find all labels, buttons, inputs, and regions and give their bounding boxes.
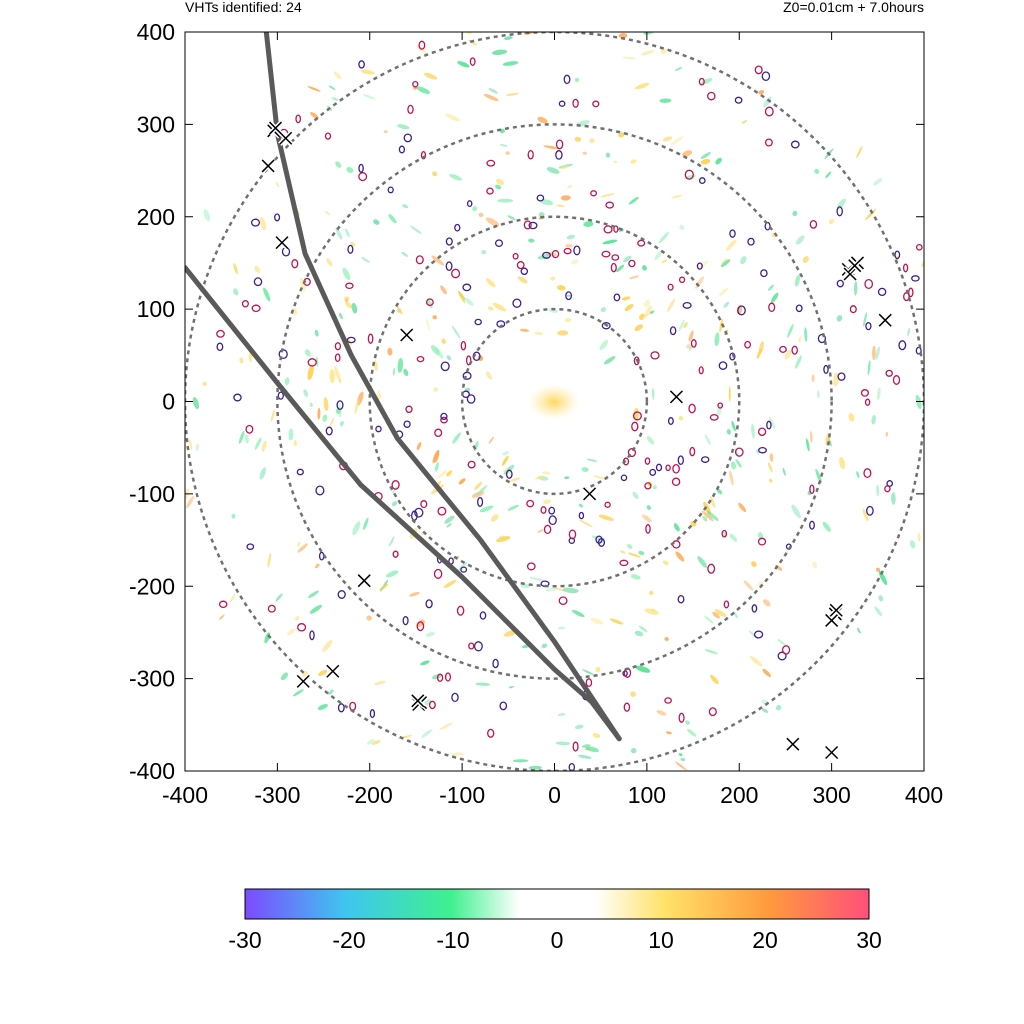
vht-marker (356, 573, 372, 589)
vht-marker (260, 158, 276, 174)
colorbar-tick-label: -20 (332, 927, 365, 953)
vht-marker (828, 602, 844, 618)
vht-marker (325, 663, 341, 679)
colorbar: -30 -20 -10 0 10 20 30 (228, 888, 882, 953)
vht-marker (785, 736, 801, 752)
range-ring (368, 215, 741, 588)
storm-track (185, 265, 622, 742)
y-tick-label: 100 (137, 296, 175, 322)
vht-marker (582, 486, 598, 502)
x-tick-label: -100 (439, 782, 485, 808)
y-tick-label: -300 (129, 666, 175, 692)
y-tick-label: 0 (162, 389, 175, 415)
vht-marker (668, 389, 685, 405)
vht-marker (295, 673, 311, 689)
center-field (528, 384, 580, 420)
x-tick-label: 0 (548, 782, 561, 808)
y-tick-label: -200 (129, 573, 175, 599)
x-tick-label: -300 (254, 782, 300, 808)
x-tick-label: 400 (905, 782, 943, 808)
colorbar-gradient (244, 888, 870, 920)
vht-marker (877, 312, 893, 328)
vht-marker (278, 130, 294, 146)
field-speckles (185, 32, 924, 771)
x-tick-label: 300 (812, 782, 850, 808)
range-ring (276, 123, 833, 680)
vht-marker (399, 327, 415, 343)
y-tick-label: 400 (137, 19, 175, 45)
colorbar-tick-label: 10 (648, 927, 674, 953)
y-tick-label: -400 (129, 758, 175, 784)
colorbar-tick-label: 30 (856, 927, 882, 953)
vht-marker (847, 258, 863, 274)
colorbar-tick-label: 0 (551, 927, 564, 953)
x-tick-label: 100 (628, 782, 666, 808)
vht-count-label: VHTs identified: 24 (185, 0, 302, 15)
y-tick-label: 200 (137, 204, 175, 230)
storm-track (263, 32, 622, 742)
y-tick-label: 300 (137, 111, 175, 137)
y-tick-label: -100 (129, 481, 175, 507)
vht-marker (842, 266, 858, 282)
vht-marker (824, 744, 840, 761)
vht-marker (410, 693, 426, 709)
x-tick-label: -200 (347, 782, 393, 808)
colorbar-tick-label: 20 (752, 927, 778, 953)
plot-area (185, 32, 924, 771)
colorbar-tick-label: -10 (436, 927, 469, 953)
colorbar-tick-label: -30 (228, 927, 261, 953)
vht-marker (274, 235, 290, 251)
vht-marker (824, 612, 840, 629)
range-ring (460, 307, 649, 496)
x-tick-label: 200 (720, 782, 758, 808)
x-tick-label: -400 (162, 782, 208, 808)
run-info-label: Z0=0.01cm + 7.0hours (783, 0, 924, 15)
vht-marker (267, 120, 284, 136)
